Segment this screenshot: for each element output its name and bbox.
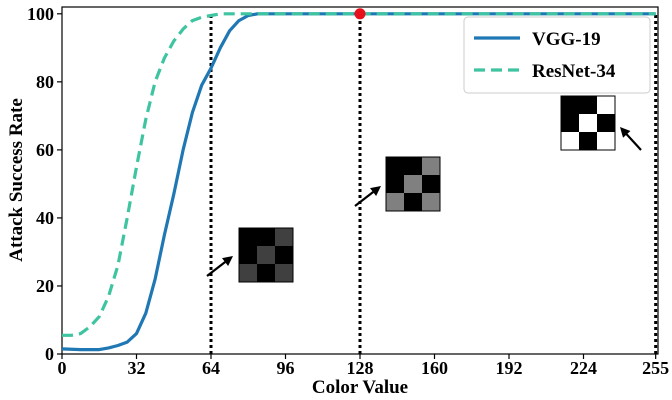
patch-cell [257,228,275,246]
patch-cell [561,114,579,132]
patch-border [238,227,294,283]
patch-2 [354,156,441,212]
patch-arrow-shaft [623,130,642,151]
patch-1 [206,227,294,283]
patch-cell [275,228,293,246]
patch-arrow-head [222,256,233,267]
legend-label-vgg19: VGG-19 [532,29,601,50]
y-axis-label: Attack Success Rate [6,98,27,262]
patch-arrow-shaft [206,258,229,277]
patch-cell [422,193,440,211]
legend-frame [463,16,651,94]
patch-insets [206,95,642,283]
patch-cell [561,132,579,150]
patch-cell [579,114,597,132]
patch-cell [275,246,293,264]
x-tick-label-128: 128 [347,358,374,378]
patch-cell [579,132,597,150]
y-tick-label-20: 20 [36,276,54,296]
patch-cell [257,264,275,282]
patch-border [560,95,616,151]
patch-cell [386,193,404,211]
patch-cell [579,96,597,114]
patch-cell [239,264,257,282]
x-tick-label-224: 224 [570,358,597,378]
y-ticks: 0 20 40 60 80 100 [27,4,62,364]
y-tick-label-60: 60 [36,140,54,160]
patch-cell [597,132,615,150]
patch-cell [239,246,257,264]
patch-cell [386,175,404,193]
x-ticks: 0 32 64 96 128 160 192 224 255 [58,354,669,378]
y-tick-label-0: 0 [45,344,54,364]
x-tick-label-160: 160 [421,358,448,378]
patch-arrow-shaft [354,188,377,207]
patch-cell [404,193,422,211]
patch-cell [257,246,275,264]
y-tick-label-40: 40 [36,208,54,228]
y-tick-label-100: 100 [27,4,54,24]
patch-arrow-head [620,127,631,138]
patch-cell [386,157,404,175]
patch-cell [422,175,440,193]
series-line-resnet34 [62,12,656,337]
patch-cell [404,175,422,193]
legend-label-resnet34: ResNet-34 [532,61,616,82]
patch-cell [597,114,615,132]
marker-group [354,8,366,20]
patch-cell [561,96,579,114]
patch-cell [275,264,293,282]
x-tick-label-192: 192 [496,358,523,378]
patch-cell [422,157,440,175]
x-tick-label-0: 0 [58,358,67,378]
series-line-vgg19 [61,12,656,352]
x-tick-label-32: 32 [128,358,146,378]
x-axis-label: Color Value [312,377,408,398]
highlight-marker [354,8,366,20]
x-tick-label-64: 64 [202,358,220,378]
patch-cell [404,157,422,175]
series-lines [61,12,656,352]
patch-border [385,156,441,212]
x-tick-label-96: 96 [277,358,295,378]
x-tick-label-255: 255 [642,358,669,378]
patch-cell [239,228,257,246]
patch-3 [560,95,642,151]
y-tick-label-80: 80 [36,72,54,92]
patch-cell [597,96,615,114]
legend: VGG-19 ResNet-34 [463,16,651,94]
patch-arrow-head [370,186,381,197]
